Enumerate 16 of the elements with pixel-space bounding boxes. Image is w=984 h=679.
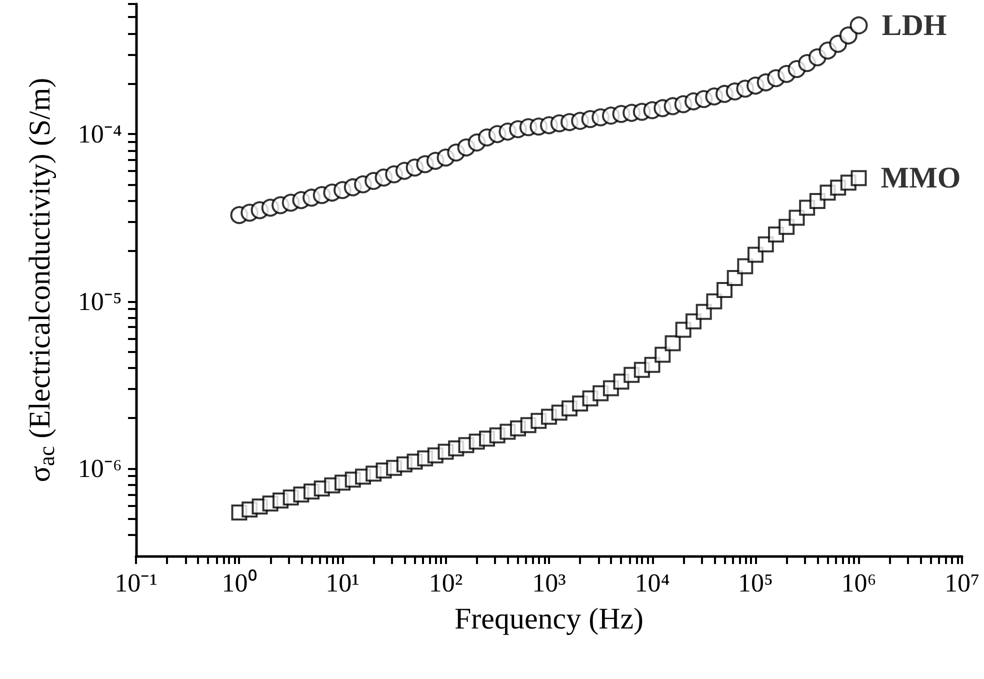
x-tick-label: 10⁻¹ xyxy=(114,568,158,598)
x-tick-label: 10¹ xyxy=(326,568,360,598)
x-tick-label: 10³ xyxy=(532,568,566,598)
y-tick-label: 10⁻⁵ xyxy=(78,286,122,316)
y-axis-title: σac (Electricalconductivity) (S/m) xyxy=(23,78,59,482)
x-axis-title: Frequency (Hz) xyxy=(454,602,644,636)
x-tick-label: 10⁷ xyxy=(944,568,980,598)
x-tick-label: 10⁴ xyxy=(634,568,670,598)
y-tick-label: 10⁻⁴ xyxy=(78,120,122,149)
series-label: MMO xyxy=(880,162,961,195)
x-tick-label: 10⁶ xyxy=(841,568,876,598)
x-tick-label: 10⁰ xyxy=(222,568,257,598)
series-label: LDH xyxy=(882,8,947,42)
y-tick-label: 10⁻⁶ xyxy=(78,454,122,484)
x-tick-label: 10⁵ xyxy=(738,568,774,598)
x-tick-label: 10² xyxy=(428,568,463,598)
